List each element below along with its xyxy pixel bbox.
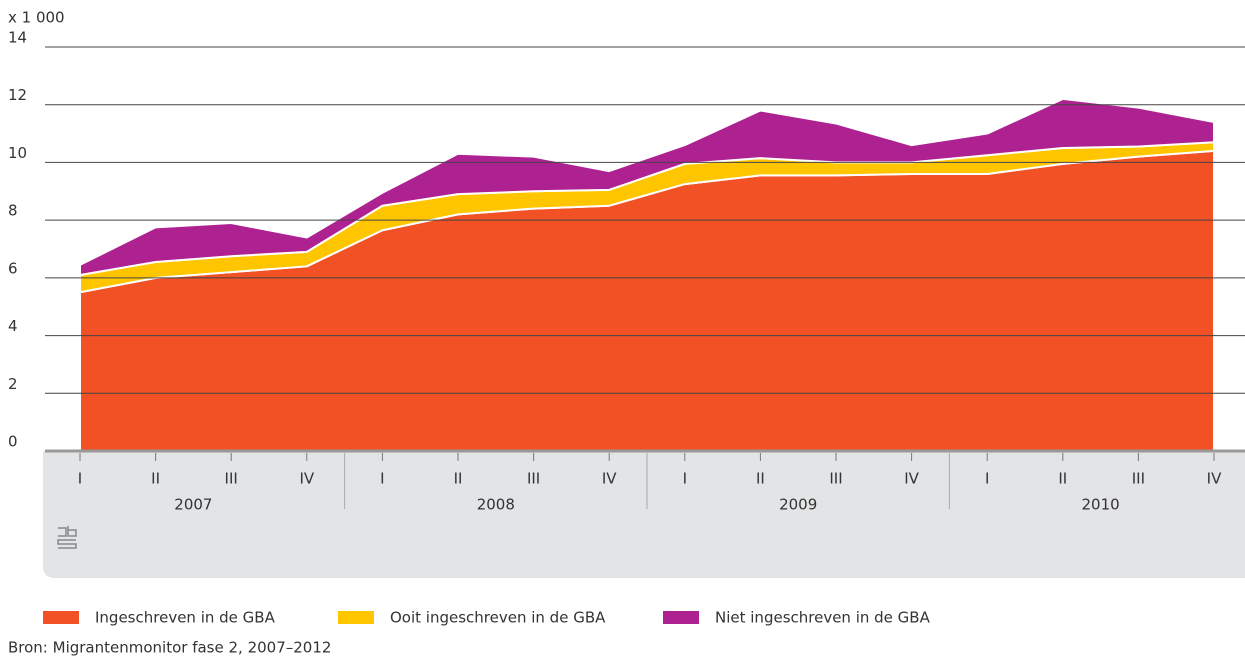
x-tick-label: IV bbox=[602, 470, 617, 488]
y-tick-label: 10 bbox=[8, 144, 27, 162]
year-label: 2007 bbox=[174, 496, 212, 514]
legend-label: Ooit ingeschreven in de GBA bbox=[390, 609, 606, 627]
area bbox=[79, 97, 1215, 276]
x-tick-label: II bbox=[151, 470, 160, 488]
x-tick-label: II bbox=[1058, 470, 1067, 488]
y-tick-label: 6 bbox=[8, 259, 18, 277]
x-tick-label: I bbox=[985, 470, 989, 488]
y-tick-label: 8 bbox=[8, 202, 18, 220]
logo bbox=[57, 526, 77, 549]
y-tick-label: 2 bbox=[8, 375, 18, 393]
legend-swatch bbox=[43, 611, 79, 624]
y-tick-label: 12 bbox=[8, 86, 27, 104]
x-tick-label: III bbox=[1132, 470, 1145, 488]
legend-label: Niet ingeschreven in de GBA bbox=[715, 609, 931, 627]
x-tick-label: I bbox=[380, 470, 384, 488]
x-tick-label: II bbox=[454, 470, 463, 488]
x-tick-label: IV bbox=[299, 470, 314, 488]
year-label: 2009 bbox=[779, 496, 817, 514]
legend-swatch bbox=[663, 611, 699, 624]
legend-label: Ingeschreven in de GBA bbox=[95, 609, 276, 627]
y-tick-label: 4 bbox=[8, 317, 18, 335]
year-label: 2008 bbox=[477, 496, 515, 514]
axis-band bbox=[43, 451, 1245, 578]
x-tick-label: I bbox=[683, 470, 687, 488]
x-tick-label: II bbox=[756, 470, 765, 488]
legend-swatch bbox=[338, 611, 374, 624]
x-tick-label: III bbox=[829, 470, 842, 488]
x-tick-label: I bbox=[78, 470, 82, 488]
y-tick-label: 14 bbox=[8, 29, 27, 47]
x-tick-label: III bbox=[527, 470, 540, 488]
year-label: 2010 bbox=[1082, 496, 1120, 514]
y-axis-label: x 1 000 bbox=[8, 9, 65, 27]
x-tick-label: IV bbox=[1207, 470, 1222, 488]
x-tick-label: IV bbox=[904, 470, 919, 488]
y-tick-label: 0 bbox=[8, 433, 18, 451]
x-tick-label: III bbox=[225, 470, 238, 488]
source: Bron: Migrantenmonitor fase 2, 2007–2012 bbox=[8, 639, 331, 657]
